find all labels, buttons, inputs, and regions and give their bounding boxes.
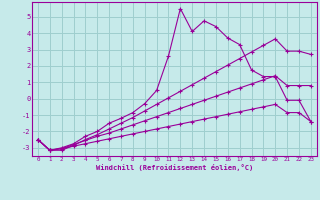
X-axis label: Windchill (Refroidissement éolien,°C): Windchill (Refroidissement éolien,°C) — [96, 164, 253, 171]
